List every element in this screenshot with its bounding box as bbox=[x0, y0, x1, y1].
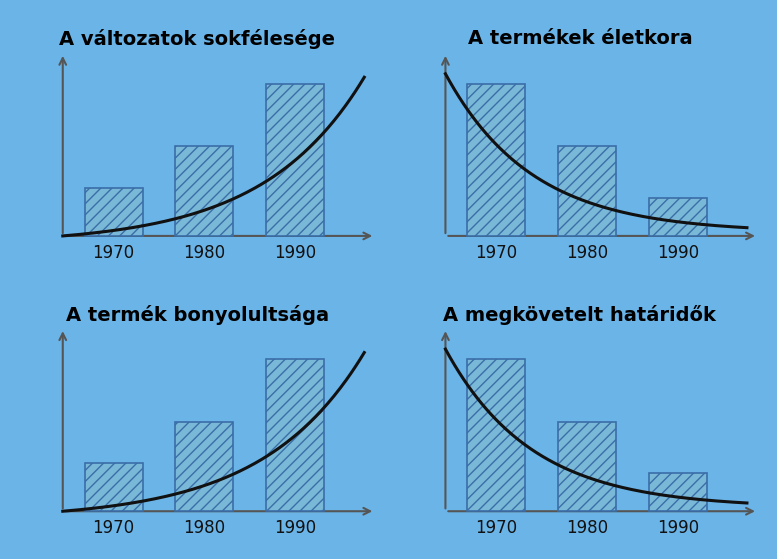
Text: A termék bonyolultsága: A termék bonyolultsága bbox=[65, 305, 329, 325]
Text: 1990: 1990 bbox=[274, 244, 316, 262]
Text: 1970: 1970 bbox=[92, 519, 134, 537]
Text: 1970: 1970 bbox=[476, 244, 517, 262]
FancyBboxPatch shape bbox=[6, 4, 388, 279]
Text: A változatok sokfélesége: A változatok sokfélesége bbox=[59, 30, 335, 50]
Text: 1990: 1990 bbox=[657, 519, 699, 537]
Text: 1980: 1980 bbox=[183, 244, 225, 262]
Bar bbox=[467, 359, 525, 511]
Text: 1990: 1990 bbox=[657, 244, 699, 262]
Text: 1980: 1980 bbox=[183, 519, 225, 537]
Bar bbox=[558, 146, 616, 236]
Bar bbox=[649, 198, 707, 236]
Bar bbox=[649, 473, 707, 511]
FancyBboxPatch shape bbox=[389, 280, 771, 555]
Bar bbox=[85, 188, 143, 236]
Bar bbox=[467, 84, 525, 236]
Text: 1970: 1970 bbox=[92, 244, 134, 262]
Text: 1970: 1970 bbox=[476, 519, 517, 537]
Text: 1980: 1980 bbox=[566, 244, 608, 262]
Bar bbox=[558, 421, 616, 511]
Text: A termékek életkora: A termékek életkora bbox=[468, 30, 692, 49]
Bar bbox=[176, 146, 233, 236]
Bar bbox=[267, 84, 324, 236]
Text: 1990: 1990 bbox=[274, 519, 316, 537]
FancyBboxPatch shape bbox=[389, 4, 771, 279]
Text: 1980: 1980 bbox=[566, 519, 608, 537]
Bar bbox=[85, 463, 143, 511]
FancyBboxPatch shape bbox=[6, 280, 388, 555]
Bar bbox=[267, 359, 324, 511]
Bar bbox=[176, 421, 233, 511]
Text: A megkövetelt határidők: A megkövetelt határidők bbox=[444, 305, 716, 325]
